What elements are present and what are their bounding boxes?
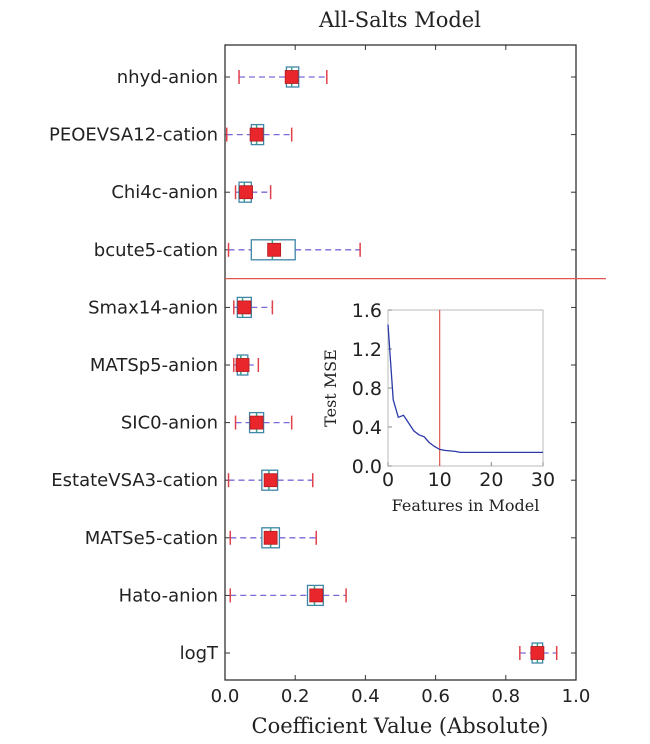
mean-marker xyxy=(249,415,264,430)
feature-label: Hato-anion xyxy=(119,585,218,606)
inset-frame xyxy=(387,309,544,467)
inset-x-tick-label: 30 xyxy=(531,469,555,491)
inset-y-tick-label: 1.2 xyxy=(352,339,382,361)
feature-label: EstateVSA3-cation xyxy=(51,470,218,491)
feature-label: nhyd-anion xyxy=(117,67,218,88)
feature-label: SIC0-anion xyxy=(121,413,218,434)
feature-row: PEOEVSA12-cation xyxy=(49,123,576,146)
mean-marker xyxy=(235,358,250,372)
plot-area: 0.0 0.2 0.4 0.6 0.8 1.0 nhyd-anion PEOEVSA12-ca… xyxy=(49,44,606,707)
feature-label: MATSp5-anion xyxy=(90,355,218,376)
inset-y-tick-label: 1.6 xyxy=(352,300,382,322)
inset-x-tick-label: 10 xyxy=(428,469,452,491)
iqr-box xyxy=(250,239,296,261)
x-tick-label: 0.4 xyxy=(351,686,380,707)
feature-row: Hato-anion xyxy=(119,584,576,607)
inset-plot: 0.0 0.4 0.8 1.2 1.6 0 10 20 30 Features in Model T… xyxy=(321,300,555,515)
feature-row: MATSp5-anion xyxy=(90,354,576,376)
feature-label: logT xyxy=(180,643,219,664)
iqr-box xyxy=(306,584,324,607)
feature-row: logT xyxy=(180,642,576,664)
mean-marker xyxy=(530,646,545,660)
feature-label: Chi4c-anion xyxy=(111,182,218,203)
mean-marker xyxy=(309,588,324,603)
inset-x-tick-label: 20 xyxy=(479,469,503,491)
mean-marker xyxy=(249,127,264,142)
mean-marker xyxy=(267,242,282,257)
mean-marker xyxy=(263,473,278,488)
feature-label: bcute5-cation xyxy=(94,240,218,261)
inset-x-tick-label: 0 xyxy=(382,469,394,491)
x-tick-label: 0.2 xyxy=(281,686,310,707)
chart-title: All-Salts Model xyxy=(318,8,481,32)
iqr-box xyxy=(236,296,252,319)
mean-marker xyxy=(263,530,278,545)
feature-label: PEOEVSA12-cation xyxy=(49,125,218,146)
inset-x-axis-label: Features in Model xyxy=(392,496,540,515)
inset-mse-line xyxy=(387,324,543,454)
inset-y-tick-label: 0.8 xyxy=(352,378,382,400)
feature-row: Chi4c-anion xyxy=(111,181,576,203)
feature-row: SIC0-anion xyxy=(121,411,576,434)
mean-marker xyxy=(237,300,252,315)
x-tick-label: 1.0 xyxy=(562,686,591,707)
x-tick-label: 0.0 xyxy=(211,686,240,707)
iqr-box xyxy=(261,469,279,491)
feature-label: MATSe5-cation xyxy=(85,528,218,549)
x-axis-label: Coefficient Value (Absolute) xyxy=(252,714,549,738)
feature-row: nhyd-anion xyxy=(117,66,576,88)
inset-y-tick-label: 0.4 xyxy=(352,417,382,439)
inset-y-axis-label: Test MSE xyxy=(321,349,340,427)
feature-label: Smax14-anion xyxy=(88,297,218,318)
inset-y-tick-label: 0.0 xyxy=(352,456,382,478)
plot-frame xyxy=(224,44,577,681)
feature-row: MATSe5-cation xyxy=(85,527,576,549)
feature-row: bcute5-cation xyxy=(94,239,576,261)
x-tick-label: 0.8 xyxy=(491,686,520,707)
feature-row: EstateVSA3-cation xyxy=(51,469,576,491)
x-tick-label: 0.6 xyxy=(421,686,450,707)
mean-marker xyxy=(239,185,253,200)
feature-row: Smax14-anion xyxy=(88,296,576,319)
mean-marker xyxy=(284,70,299,84)
